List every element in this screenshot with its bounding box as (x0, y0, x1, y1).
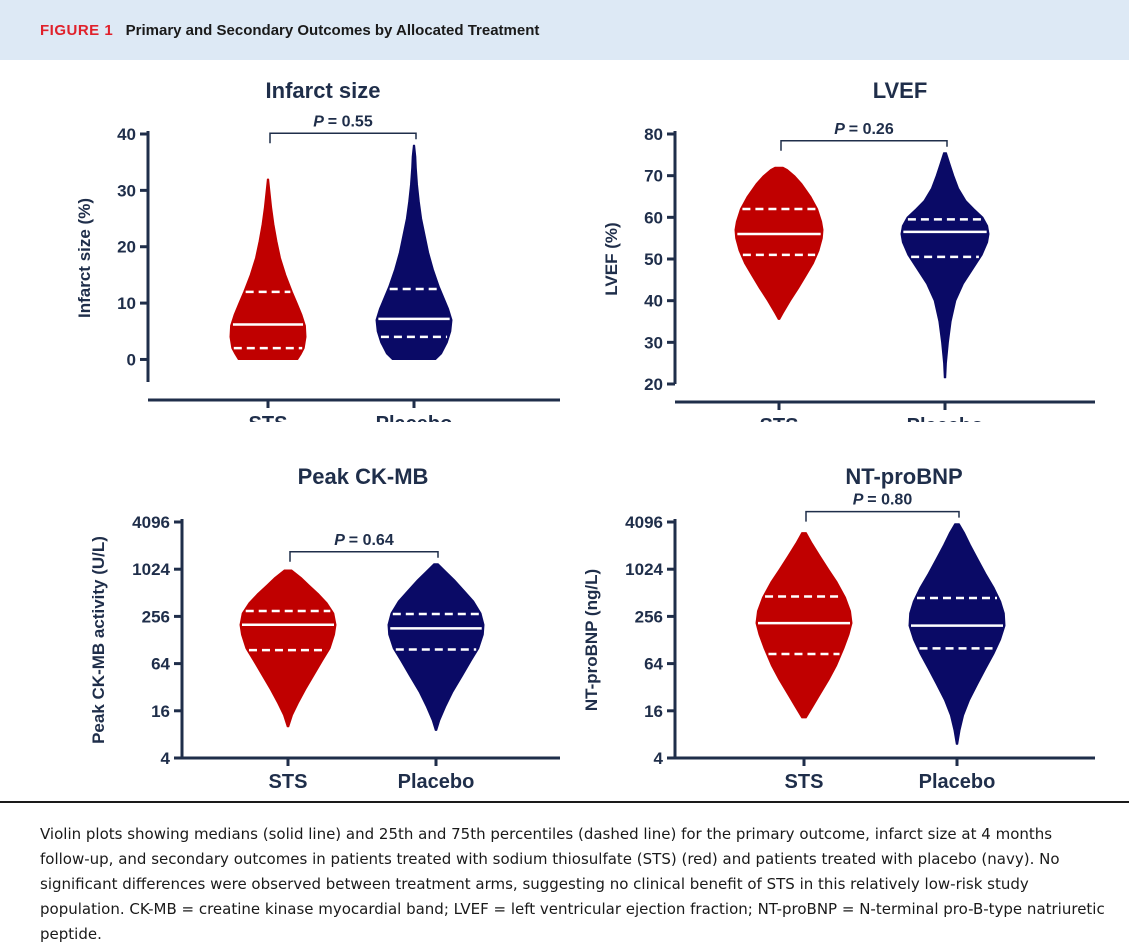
y-tick-label: 256 (635, 607, 663, 626)
y-tick-label: 20 (117, 238, 136, 257)
y-tick-label: 1024 (132, 560, 170, 579)
chart-title: NT-proBNP (845, 464, 962, 489)
y-tick-label: 1024 (625, 560, 663, 579)
figure-header: FIGURE 1 Primary and Secondary Outcomes … (0, 0, 1129, 60)
y-tick-label: 4096 (132, 513, 170, 532)
violin-placebo (908, 523, 1006, 745)
y-tick-label: 16 (644, 702, 663, 721)
chart-lvef: LVEF 20 30 40 50 60 70 80 LVEF (%) STS Placebo P = … (575, 72, 1115, 422)
y-tick-label: 0 (127, 350, 136, 369)
y-tick-label: 256 (142, 607, 170, 626)
chart-title: LVEF (873, 78, 928, 103)
violin-sts (229, 178, 307, 360)
y-tick-label: 30 (644, 333, 663, 352)
violin-placebo (900, 152, 990, 379)
x-tick-label: Placebo (919, 771, 996, 790)
y-tick-label: 64 (644, 655, 663, 674)
significance-bracket (805, 510, 960, 522)
x-tick-label: STS (760, 415, 799, 422)
p-value-label: P = 0.80 (853, 492, 913, 509)
chart-peak-ck-mb: Peak CK-MB 4 16 64 256 1024 4096 Peak CK-MB act… (40, 440, 560, 790)
violin-placebo (387, 563, 485, 731)
p-value-label: P = 0.55 (313, 113, 373, 130)
y-tick-label: 64 (151, 655, 170, 674)
chart-svg: Infarct size 0 10 20 30 40 Infarct size (%) STS… (75, 78, 560, 422)
x-tick-label: Placebo (398, 771, 475, 790)
chart-svg: LVEF 20 30 40 50 60 70 80 LVEF (%) STS Placebo P = … (602, 78, 1095, 422)
y-tick-label: 40 (117, 125, 136, 144)
y-tick-label: 4096 (625, 513, 663, 532)
chart-title: Peak CK-MB (298, 464, 429, 489)
x-tick-label: STS (269, 771, 308, 790)
y-axis-label: Infarct size (%) (75, 198, 94, 318)
y-tick-label: 16 (151, 702, 170, 721)
significance-bracket (269, 132, 417, 144)
y-tick-label: 80 (644, 125, 663, 144)
y-axis-label: Peak CK-MB activity (U/L) (89, 536, 108, 744)
y-axis-label: LVEF (%) (602, 222, 621, 295)
x-tick-label: STS (785, 771, 824, 790)
y-tick-label: 70 (644, 167, 663, 186)
violin-sts (755, 532, 853, 719)
chart-title: Infarct size (266, 78, 381, 103)
y-tick-label: 10 (117, 294, 136, 313)
y-tick-label: 4 (654, 749, 664, 768)
figure-caption: Violin plots showing medians (solid line… (40, 825, 1105, 943)
y-tick-label: 50 (644, 250, 663, 269)
x-tick-label: Placebo (907, 415, 984, 422)
p-value-label: P = 0.64 (334, 532, 394, 549)
violin-placebo (375, 144, 453, 360)
figure-title: Primary and Secondary Outcomes by Alloca… (125, 22, 540, 39)
chart-nt-probnp: NT-proBNP 4 16 64 256 1024 4096 NT-proBNP (ng/L… (575, 440, 1115, 790)
x-tick-label: Placebo (376, 413, 453, 422)
violin-sts (734, 166, 824, 320)
y-tick-label: 40 (644, 292, 663, 311)
significance-bracket (289, 551, 439, 562)
y-tick-label: 30 (117, 181, 136, 200)
chart-svg: Peak CK-MB 4 16 64 256 1024 4096 Peak CK-MB act… (89, 464, 560, 790)
y-tick-label: 4 (161, 749, 171, 768)
figure-divider (0, 801, 1129, 803)
y-tick-label: 60 (644, 208, 663, 227)
y-tick-label: 20 (644, 375, 663, 394)
x-tick-label: STS (249, 413, 288, 422)
chart-svg: NT-proBNP 4 16 64 256 1024 4096 NT-proBNP (ng/L… (582, 464, 1095, 790)
p-value-label: P = 0.26 (834, 121, 894, 138)
y-axis-label: NT-proBNP (ng/L) (582, 569, 601, 711)
figure-label: FIGURE 1 (40, 22, 114, 39)
chart-infarct-size: Infarct size 0 10 20 30 40 Infarct size (%) STS… (40, 72, 560, 422)
violin-sts (239, 569, 337, 728)
significance-bracket (780, 140, 948, 151)
